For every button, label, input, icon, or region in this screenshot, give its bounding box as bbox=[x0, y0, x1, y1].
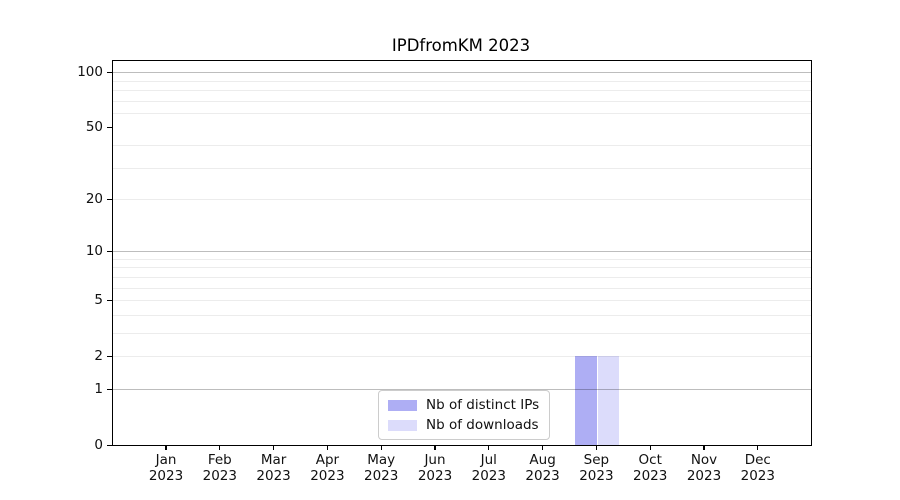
x-tick-label: Mar 2023 bbox=[256, 452, 291, 484]
gridline-minor bbox=[113, 300, 811, 302]
gridline-minor bbox=[113, 332, 811, 334]
x-tick-mark bbox=[595, 445, 598, 451]
x-tick-mark bbox=[488, 445, 490, 451]
x-tick-label: Jun 2023 bbox=[417, 452, 453, 484]
x-tick-label: Jan 2023 bbox=[148, 452, 184, 484]
legend-swatch-distinct-ips-icon bbox=[388, 399, 417, 411]
gridline-minor bbox=[113, 199, 811, 200]
y-tick-mark bbox=[107, 444, 112, 446]
y-tick-label: 20 bbox=[85, 191, 103, 207]
y-tick-label: 1 bbox=[94, 380, 103, 397]
y-tick-mark bbox=[107, 299, 112, 302]
x-tick-label: Aug 2023 bbox=[525, 452, 560, 484]
y-tick-mark bbox=[107, 71, 112, 73]
legend-item-distinct-ips: Nb of distinct IPs bbox=[388, 397, 539, 413]
plot-area bbox=[112, 60, 812, 446]
bar-downloads bbox=[597, 356, 620, 445]
y-tick-label: 5 bbox=[94, 292, 103, 309]
legend: Nb of distinct IPs Nb of downloads bbox=[378, 390, 551, 440]
gridline-minor bbox=[113, 89, 811, 91]
chart-title: IPDfromKM 2023 bbox=[391, 36, 531, 55]
x-tick-label: Apr 2023 bbox=[310, 452, 345, 484]
y-tick-mark bbox=[107, 355, 112, 358]
gridline-minor bbox=[113, 144, 811, 146]
x-tick-label: Dec 2023 bbox=[740, 452, 775, 484]
y-tick-label: 50 bbox=[85, 119, 103, 136]
y-tick-label: 2 bbox=[94, 348, 103, 365]
gridline-minor bbox=[113, 267, 811, 269]
y-tick-mark bbox=[107, 250, 112, 253]
bar-distinct-ips bbox=[575, 356, 597, 445]
x-tick-mark bbox=[649, 445, 651, 451]
legend-label-distinct-ips: Nb of distinct IPs bbox=[426, 397, 540, 413]
x-tick-label: May 2023 bbox=[364, 452, 399, 484]
legend-item-downloads: Nb of downloads bbox=[388, 417, 539, 433]
y-tick-label: 100 bbox=[77, 64, 103, 81]
gridline-major bbox=[113, 72, 811, 74]
gridline-minor bbox=[113, 356, 811, 358]
gridline-minor bbox=[113, 80, 811, 82]
legend-swatch-downloads-icon bbox=[388, 419, 417, 431]
x-tick-label: Sep 2023 bbox=[579, 452, 614, 484]
gridline-minor bbox=[113, 276, 811, 278]
x-tick-mark bbox=[542, 445, 544, 451]
x-tick-mark bbox=[165, 445, 167, 451]
x-tick-mark bbox=[273, 445, 275, 451]
x-tick-mark bbox=[703, 445, 705, 451]
gridline-major bbox=[113, 388, 811, 390]
x-tick-mark bbox=[434, 445, 436, 451]
legend-label-downloads: Nb of downloads bbox=[426, 417, 539, 433]
y-tick-mark bbox=[107, 388, 112, 390]
x-tick-label: Jul 2023 bbox=[471, 452, 506, 484]
x-tick-mark bbox=[326, 445, 329, 451]
x-tick-label: Oct 2023 bbox=[633, 452, 668, 484]
y-tick-mark bbox=[107, 126, 112, 129]
x-tick-mark bbox=[380, 445, 382, 451]
gridline-minor bbox=[113, 167, 811, 169]
gridline-minor bbox=[113, 314, 811, 316]
x-tick-mark bbox=[219, 445, 221, 451]
gridline-minor bbox=[113, 100, 811, 102]
y-tick-mark bbox=[107, 198, 112, 200]
gridline-minor bbox=[113, 112, 811, 114]
y-tick-label: 10 bbox=[85, 243, 103, 260]
gridline-minor bbox=[113, 258, 811, 260]
gridline-major bbox=[113, 251, 811, 253]
x-tick-label: Nov 2023 bbox=[686, 452, 722, 484]
x-tick-label: Feb 2023 bbox=[202, 452, 237, 484]
x-tick-mark bbox=[757, 445, 759, 451]
y-tick-label: 0 bbox=[94, 437, 103, 453]
gridline-minor bbox=[113, 287, 811, 289]
